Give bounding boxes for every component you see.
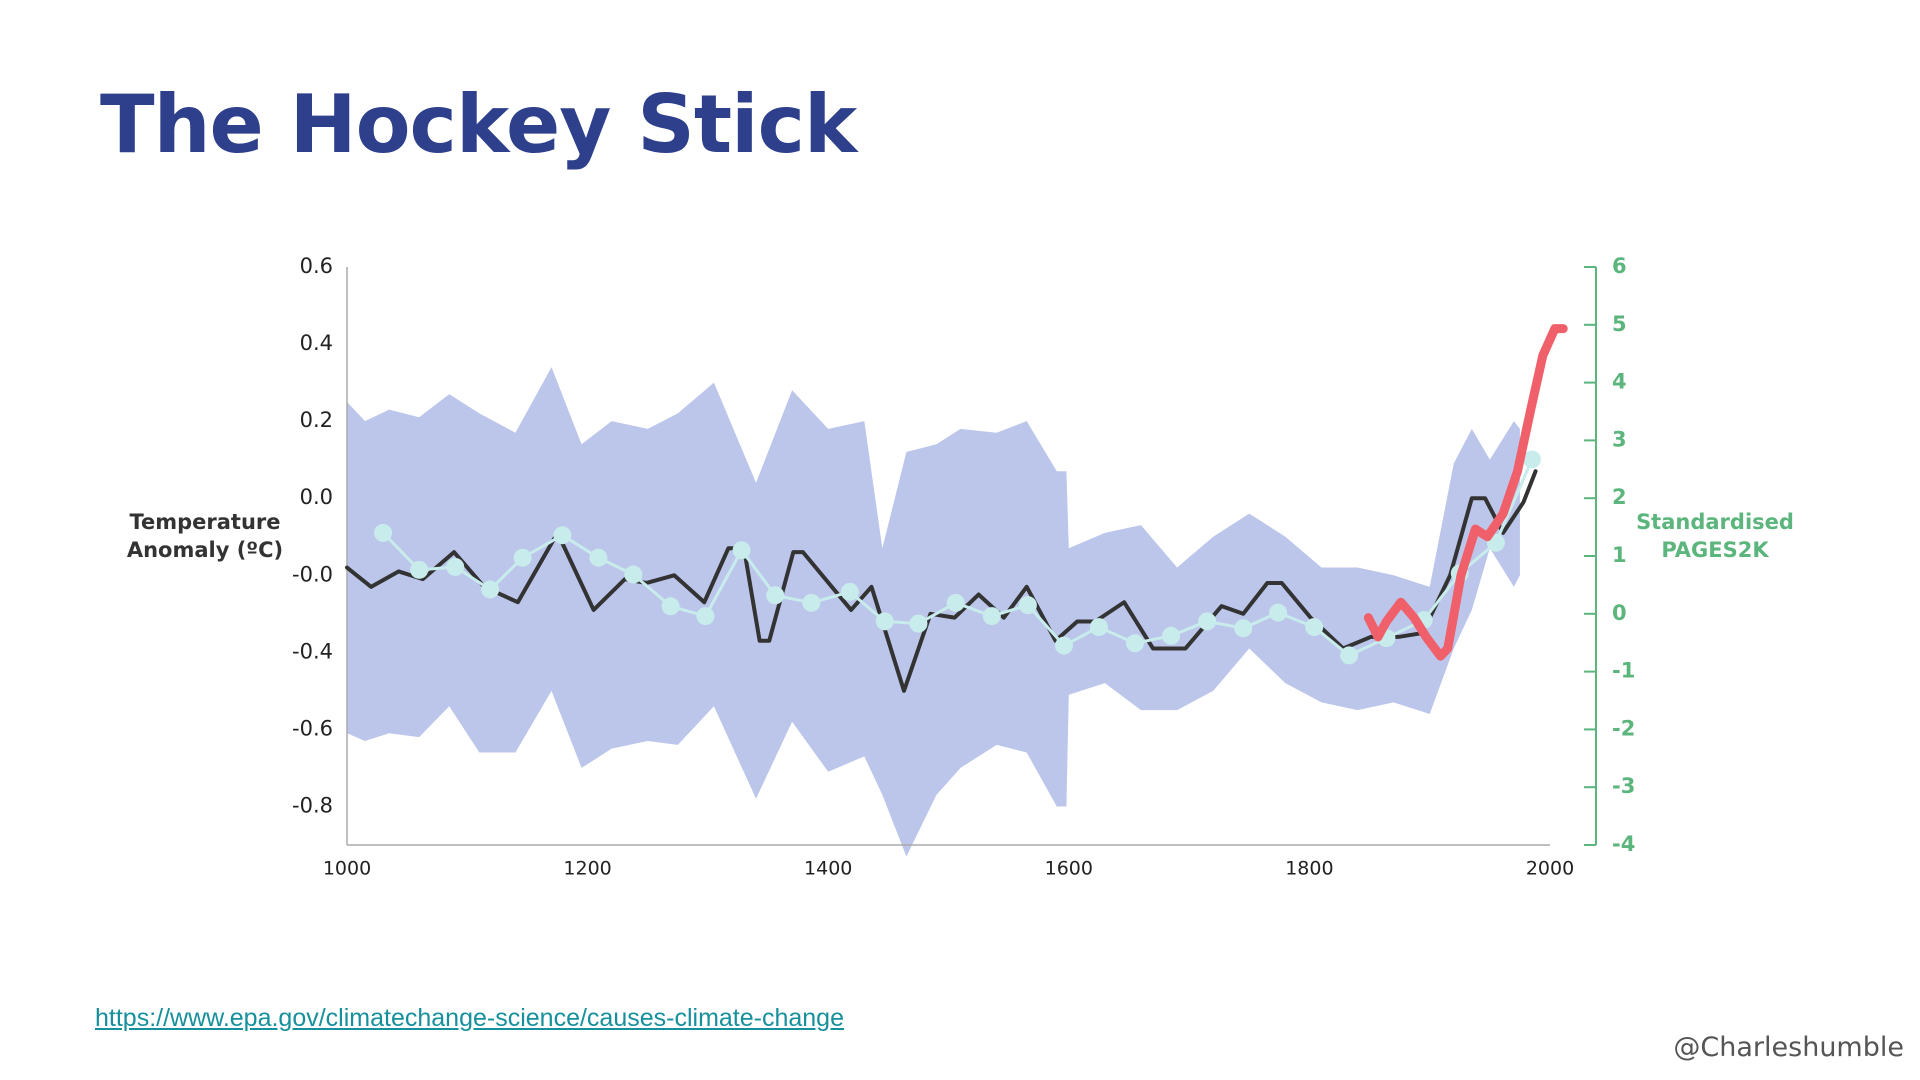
y-tick-label: -0.8: [292, 793, 333, 817]
y2-tick-label: -2: [1612, 716, 1635, 740]
y2-tick-label: -4: [1612, 832, 1635, 856]
series-marker: [1234, 619, 1253, 638]
y2-tick-label: 5: [1612, 312, 1627, 336]
series-marker: [1522, 450, 1541, 469]
x-tick-label: 1600: [1045, 858, 1093, 880]
series-marker: [374, 523, 393, 542]
series-marker: [732, 541, 751, 560]
series-marker: [446, 557, 465, 576]
source-link[interactable]: https://www.epa.gov/climatechange-scienc…: [95, 1004, 844, 1032]
y2-tick-label: 3: [1612, 427, 1627, 451]
series-marker: [1340, 646, 1359, 665]
series-marker: [513, 548, 532, 567]
x-tick-label: 1800: [1285, 858, 1333, 880]
y-tick-label: -0.4: [292, 639, 333, 663]
credit: @Charleshumble: [1673, 1032, 1904, 1063]
y-tick-label: 0.4: [300, 331, 333, 355]
series-marker: [696, 607, 715, 626]
series-marker: [1198, 612, 1217, 631]
series-marker: [1125, 634, 1144, 653]
series-marker: [624, 565, 643, 584]
y2-tick-label: -3: [1612, 774, 1635, 798]
uncertainty-band: [347, 367, 1520, 857]
series-marker: [1305, 618, 1324, 637]
series-marker: [1054, 636, 1073, 655]
y2-axis-label: Standardised PAGES2K: [1636, 510, 1794, 563]
series-marker: [1269, 603, 1288, 622]
series-marker: [766, 586, 785, 605]
y-tick-label: 0.6: [300, 254, 333, 278]
y-tick-label: -0.0: [292, 562, 333, 586]
series-marker: [661, 597, 680, 616]
series-marker: [875, 612, 894, 631]
x-tick-label: 1000: [323, 858, 371, 880]
slide-title: The Hockey Stick: [100, 78, 857, 171]
series-marker: [909, 614, 928, 633]
series-marker: [946, 593, 965, 612]
y-tick-label: 0.2: [300, 408, 333, 432]
y2-tick-label: 4: [1612, 370, 1627, 394]
series-marker: [589, 548, 608, 567]
x-tick-label: 2000: [1526, 858, 1574, 880]
series-marker: [1018, 596, 1037, 615]
y2-tick-label: 0: [1612, 601, 1627, 625]
chart: 0.6 0.4 0.2 0.0 -0.0 -0.4 -0.6 -0.8 1000 1200 1400…: [292, 254, 1635, 880]
series-marker: [1162, 626, 1181, 645]
series-marker: [840, 582, 859, 601]
series-line: [1363, 324, 1568, 661]
y2-tick-label: 2: [1612, 485, 1627, 509]
series-marker: [802, 593, 821, 612]
x-tick-label: 1200: [563, 858, 611, 880]
y-axis-label: Temperature Anomaly (ºC): [126, 510, 284, 563]
y-tick-label: 0.0: [300, 485, 333, 509]
series-marker: [1089, 618, 1108, 637]
series-marker: [553, 526, 572, 545]
series-marker: [481, 580, 500, 599]
y-tick-label: -0.6: [292, 716, 333, 740]
series-marker: [410, 560, 429, 579]
y2-tick-label: 6: [1612, 254, 1627, 278]
series-marker: [982, 607, 1001, 626]
x-tick-label: 1400: [804, 858, 852, 880]
y2-tick-label: 1: [1612, 543, 1627, 567]
y2-tick-label: -1: [1612, 659, 1635, 683]
